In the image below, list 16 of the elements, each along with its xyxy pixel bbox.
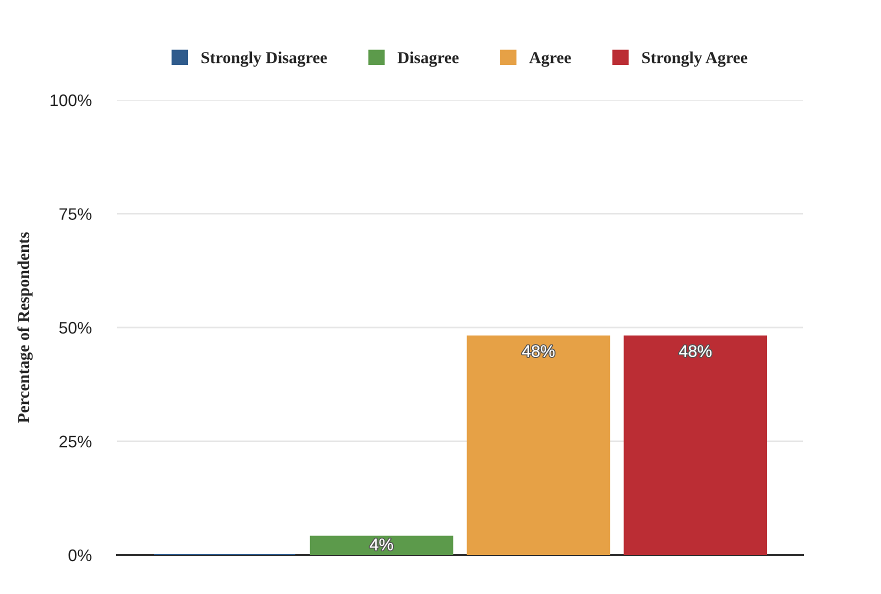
data-label: 4% — [370, 538, 393, 550]
legend-label: Strongly Disagree — [202, 52, 327, 67]
y-tick-label: 0% — [68, 549, 92, 562]
y-tick-label: 25% — [59, 436, 92, 448]
data-label: 48% — [522, 345, 555, 357]
bar — [310, 536, 454, 555]
legend-label: Agree — [529, 52, 571, 67]
bar — [466, 336, 610, 555]
legend-label: Strongly Agree — [642, 52, 748, 67]
y-tick-label: 75% — [59, 208, 92, 220]
bar — [624, 336, 768, 555]
y-tick-label: 100% — [50, 94, 92, 106]
y-axis-title: Percentage of Respondents — [17, 232, 33, 423]
legend-label: Disagree — [398, 52, 459, 67]
data-label: 48% — [679, 345, 712, 357]
y-tick-label: 50% — [59, 322, 92, 334]
